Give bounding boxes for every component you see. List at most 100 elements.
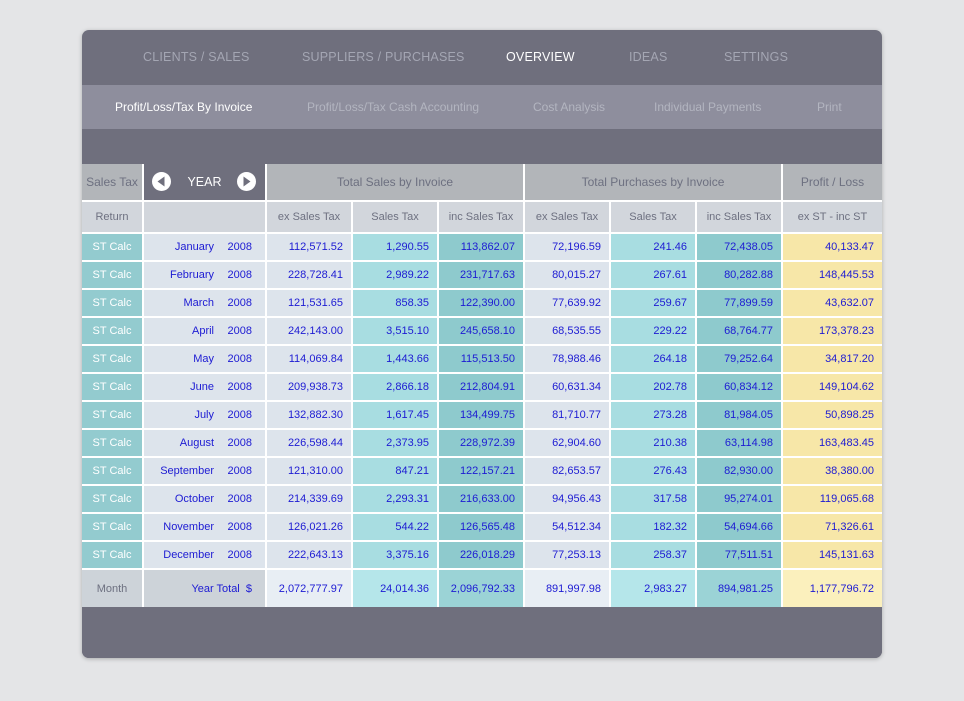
sales-inc-cell: 122,390.00 xyxy=(439,290,523,316)
sales-inc-cell: 231,717.63 xyxy=(439,262,523,288)
st-calc-button[interactable]: ST Calc xyxy=(82,542,142,568)
top-nav: CLIENTS / SALES SUPPLIERS / PURCHASES OV… xyxy=(82,30,882,85)
month-cell: February 2008 xyxy=(144,262,265,288)
profit-loss-cell: 173,378.23 xyxy=(783,318,882,344)
tab-suppliers-purchases[interactable]: SUPPLIERS / PURCHASES xyxy=(302,50,465,64)
app-window: CLIENTS / SALES SUPPLIERS / PURCHASES OV… xyxy=(82,30,882,658)
subheader-blank xyxy=(144,202,265,232)
year-total-cell: Year Total $ xyxy=(144,570,265,608)
sales-ex-cell: 228,728.41 xyxy=(267,262,351,288)
month-cell: November 2008 xyxy=(144,514,265,540)
month-name: June xyxy=(190,381,214,393)
total-purchases-ex-cell: 891,997.98 xyxy=(525,570,609,608)
month-cell: September 2008 xyxy=(144,458,265,484)
sales-inc-cell: 115,513.50 xyxy=(439,346,523,372)
purchases-tax-cell: 264.18 xyxy=(611,346,695,372)
sales-tax-cell: 1,443.66 xyxy=(353,346,437,372)
sales-ex-cell: 121,531.65 xyxy=(267,290,351,316)
sales-tax-header: Sales Tax xyxy=(82,164,142,200)
st-calc-button[interactable]: ST Calc xyxy=(82,290,142,316)
purchases-tax-cell: 258.37 xyxy=(611,542,695,568)
purchases-ex-cell: 82,653.57 xyxy=(525,458,609,484)
sales-ex-cell: 214,339.69 xyxy=(267,486,351,512)
st-calc-button[interactable]: ST Calc xyxy=(82,402,142,428)
purchases-tax-cell: 273.28 xyxy=(611,402,695,428)
profit-loss-cell: 71,326.61 xyxy=(783,514,882,540)
sales-tax-cell: 1,617.45 xyxy=(353,402,437,428)
year-value: 2008 xyxy=(227,297,252,309)
tab-ideas[interactable]: IDEAS xyxy=(629,50,668,64)
purchases-ex-cell: 54,512.34 xyxy=(525,514,609,540)
year-value: 2008 xyxy=(227,465,252,477)
month-name: November xyxy=(163,521,214,533)
year-label: YEAR xyxy=(187,175,222,189)
st-calc-button[interactable]: ST Calc xyxy=(82,318,142,344)
profit-loss-cell: 34,817.20 xyxy=(783,346,882,372)
purchases-tax-cell: 229.22 xyxy=(611,318,695,344)
column-subheader: inc Sales Tax xyxy=(697,202,781,232)
purchases-inc-cell: 68,764.77 xyxy=(697,318,781,344)
purchases-inc-cell: 54,694.66 xyxy=(697,514,781,540)
purchases-ex-cell: 68,535.55 xyxy=(525,318,609,344)
month-name: December xyxy=(163,549,214,561)
sales-inc-cell: 113,862.07 xyxy=(439,234,523,260)
total-sales-inc-cell: 2,096,792.33 xyxy=(439,570,523,608)
sales-inc-cell: 212,804.91 xyxy=(439,374,523,400)
st-calc-button[interactable]: ST Calc xyxy=(82,458,142,484)
subtab-individual-payments[interactable]: Individual Payments xyxy=(654,100,762,114)
profit-loss-cell: 50,898.25 xyxy=(783,402,882,428)
month-name: February xyxy=(169,269,214,281)
column-subheader: ex ST - inc ST xyxy=(783,202,882,232)
profit-loss-cell: 43,632.07 xyxy=(783,290,882,316)
year-value: 2008 xyxy=(227,437,252,449)
sales-ex-cell: 242,143.00 xyxy=(267,318,351,344)
purchases-ex-cell: 78,988.46 xyxy=(525,346,609,372)
st-calc-button[interactable]: ST Calc xyxy=(82,374,142,400)
purchases-ex-cell: 81,710.77 xyxy=(525,402,609,428)
sales-ex-cell: 209,938.73 xyxy=(267,374,351,400)
total-sales-tax-cell: 24,014.36 xyxy=(353,570,437,608)
month-cell: August 2008 xyxy=(144,430,265,456)
sales-ex-cell: 114,069.84 xyxy=(267,346,351,372)
footer-band xyxy=(82,607,882,658)
purchases-ex-cell: 62,904.60 xyxy=(525,430,609,456)
column-subheader: inc Sales Tax xyxy=(439,202,523,232)
year-value: 2008 xyxy=(227,325,252,337)
month-cell: January 2008 xyxy=(144,234,265,260)
subtab-cost-analysis[interactable]: Cost Analysis xyxy=(533,100,606,114)
month-name: July xyxy=(194,409,214,421)
profit-loss-cell: 149,104.62 xyxy=(783,374,882,400)
next-year-icon[interactable] xyxy=(237,172,256,191)
subtab-profit-loss-cash-accounting[interactable]: Profit/Loss/Tax Cash Accounting xyxy=(307,100,480,114)
st-calc-button[interactable]: ST Calc xyxy=(82,234,142,260)
sales-tax-cell: 2,866.18 xyxy=(353,374,437,400)
month-name: August xyxy=(179,437,214,449)
profit-loss-cell: 119,065.68 xyxy=(783,486,882,512)
st-calc-button[interactable]: ST Calc xyxy=(82,486,142,512)
st-calc-button[interactable]: ST Calc xyxy=(82,430,142,456)
sales-tax-cell: 847.21 xyxy=(353,458,437,484)
sales-inc-cell: 134,499.75 xyxy=(439,402,523,428)
st-calc-button[interactable]: ST Calc xyxy=(82,262,142,288)
purchases-tax-cell: 210.38 xyxy=(611,430,695,456)
st-calc-button[interactable]: ST Calc xyxy=(82,346,142,372)
tab-settings[interactable]: SETTINGS xyxy=(724,50,789,64)
profit-loss-cell: 145,131.63 xyxy=(783,542,882,568)
st-calc-button[interactable]: ST Calc xyxy=(82,514,142,540)
column-subheader: Sales Tax xyxy=(353,202,437,232)
sales-tax-cell: 2,989.22 xyxy=(353,262,437,288)
purchases-ex-cell: 80,015.27 xyxy=(525,262,609,288)
subtab-print[interactable]: Print xyxy=(817,100,842,114)
subtab-profit-loss-by-invoice[interactable]: Profit/Loss/Tax By Invoice xyxy=(115,100,253,114)
month-cell: May 2008 xyxy=(144,346,265,372)
tab-overview[interactable]: OVERVIEW xyxy=(506,50,575,64)
previous-year-icon[interactable] xyxy=(152,172,171,191)
column-subheader: ex Sales Tax xyxy=(525,202,609,232)
year-value: 2008 xyxy=(227,409,252,421)
return-label: Return xyxy=(82,202,142,232)
year-value: 2008 xyxy=(227,241,252,253)
overview-table: Sales Tax YEAR Total Sales by Invoice To… xyxy=(82,164,882,608)
purchases-inc-cell: 63,114.98 xyxy=(697,430,781,456)
tab-clients-sales[interactable]: CLIENTS / SALES xyxy=(143,50,250,64)
month-cell: July 2008 xyxy=(144,402,265,428)
